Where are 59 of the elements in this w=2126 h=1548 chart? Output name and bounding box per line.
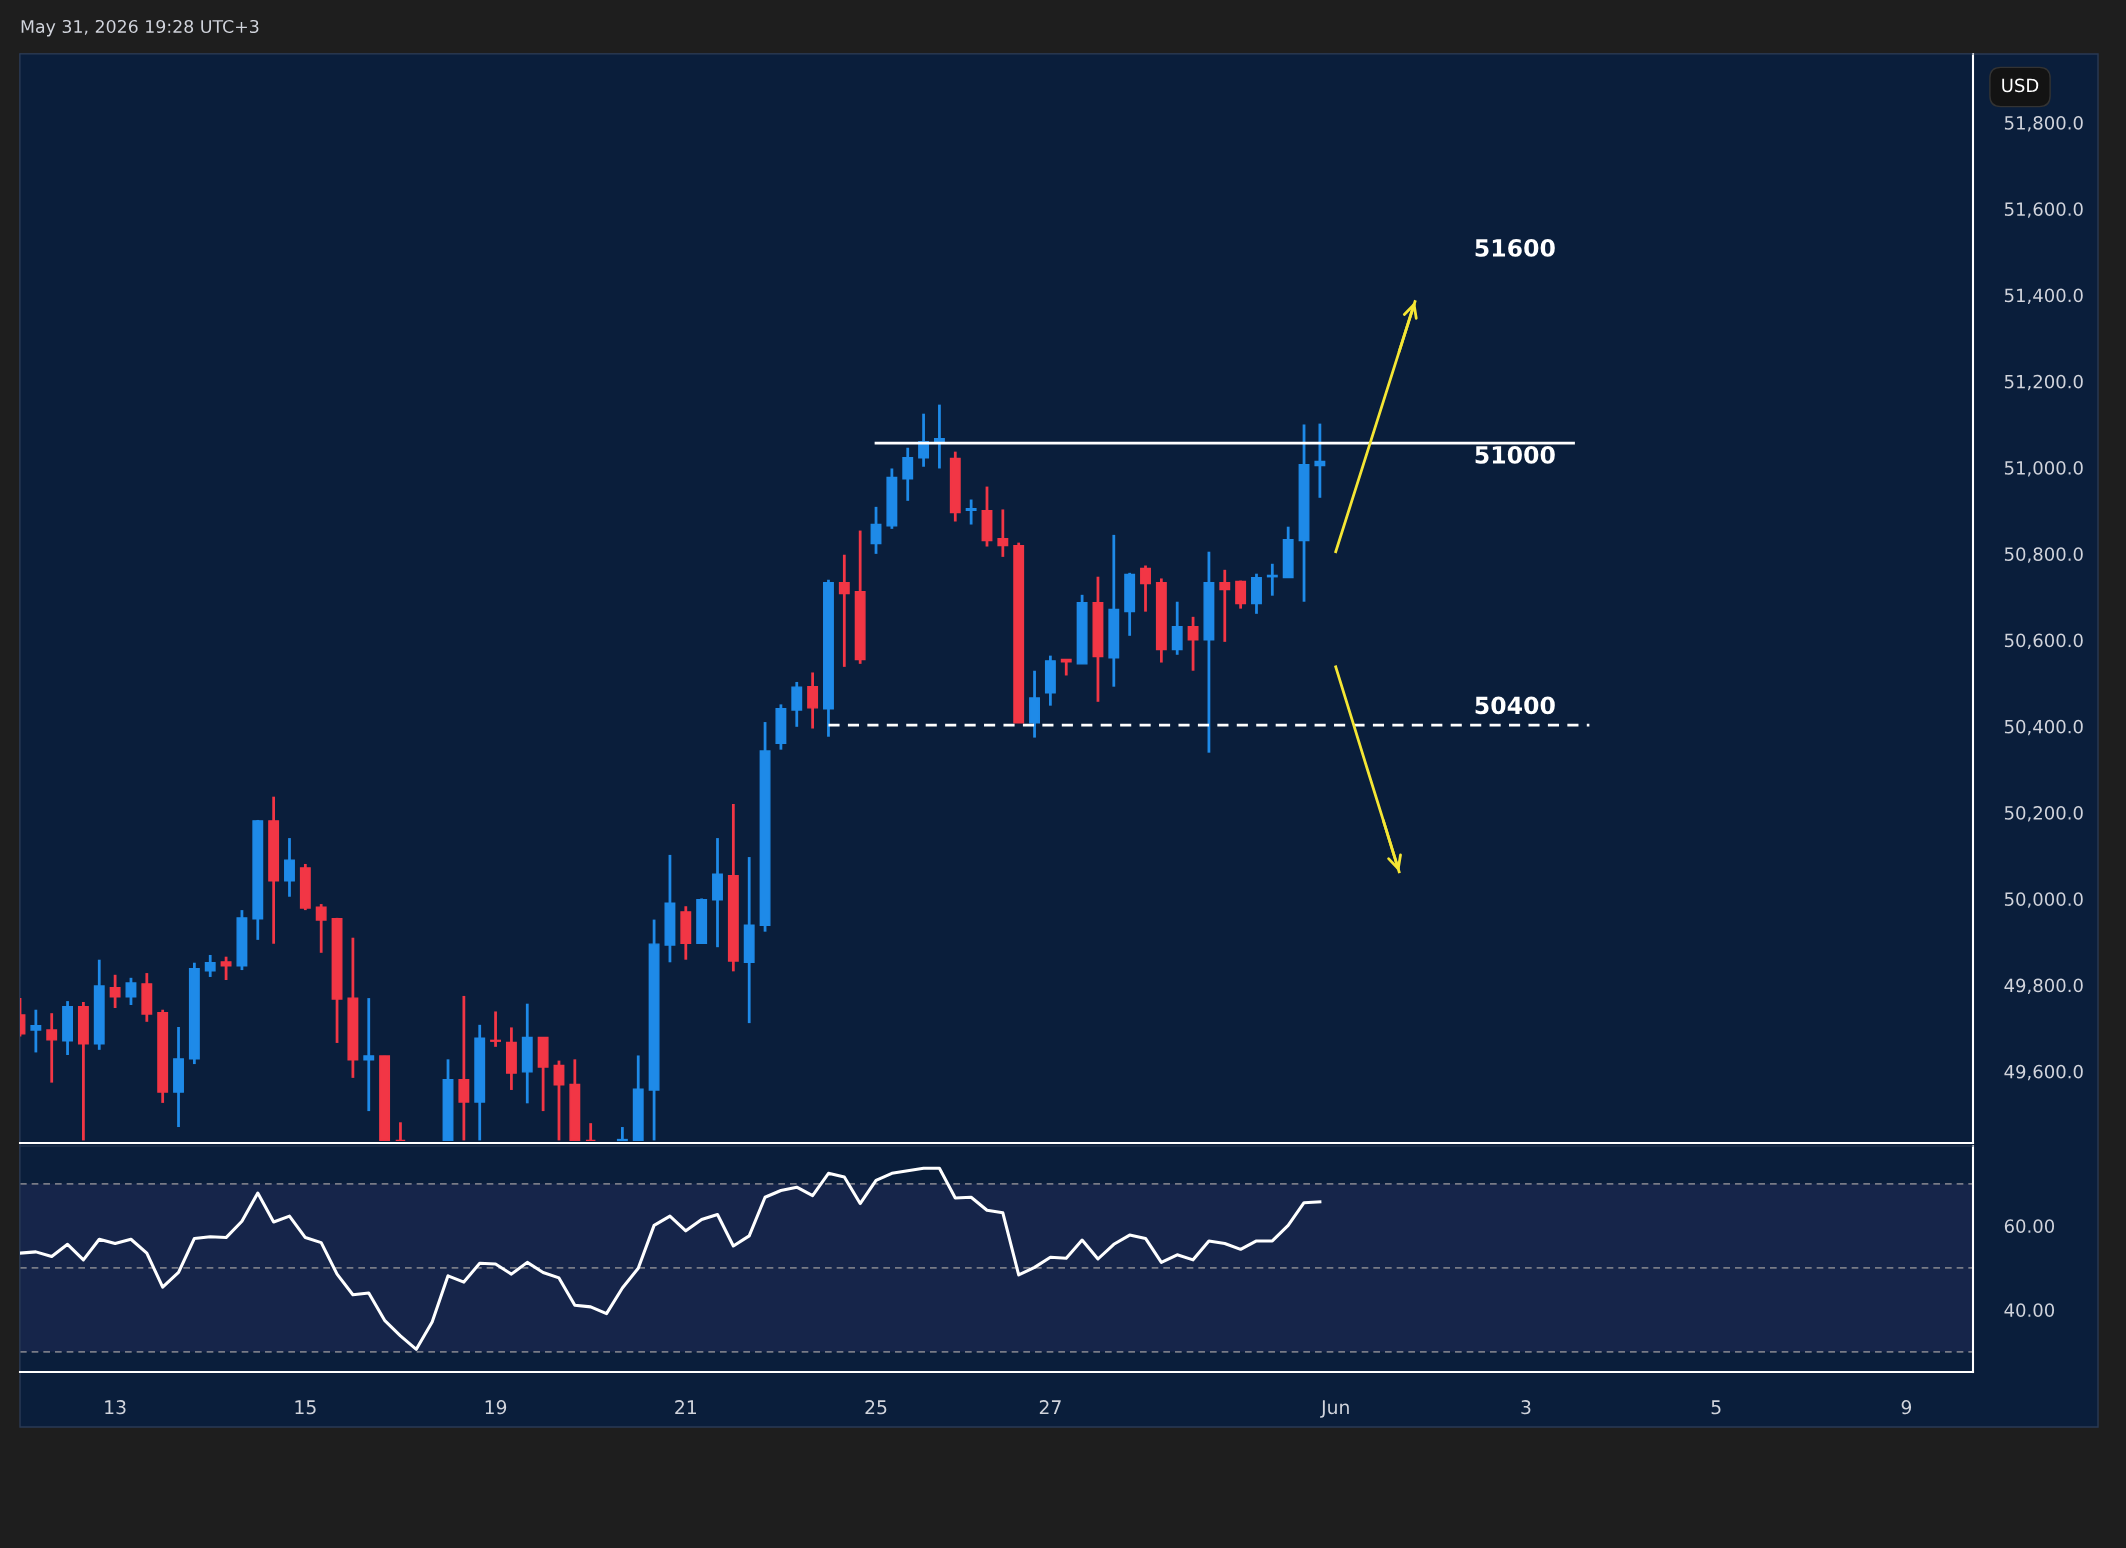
candlestick [490, 1010, 502, 1049]
candlestick [1314, 422, 1326, 500]
candlestick [395, 1120, 406, 1142]
candlestick [1219, 568, 1231, 644]
candlestick [791, 680, 803, 729]
y-tick-label: 50,800.0 [2004, 547, 2083, 563]
candlestick [46, 1011, 58, 1085]
candlestick [30, 1008, 42, 1054]
y-tick-label: 50,000.0 [2004, 892, 2083, 908]
y-tick-label: 51,600.0 [2004, 202, 2083, 218]
candlestick [458, 994, 470, 1142]
y-axis-title: USD [2002, 78, 2039, 93]
x-tick-label: 15 [295, 1400, 316, 1415]
annotation: 50400 [1475, 696, 1555, 715]
candlestick [1235, 579, 1247, 611]
line-series [1334, 665, 1401, 874]
x-tick-label: Jun [1320, 1400, 1349, 1418]
x-tick-label: 13 [105, 1400, 126, 1415]
candlestick [363, 996, 375, 1113]
annotation: 51600 [1475, 239, 1555, 257]
line-series [1334, 300, 1417, 554]
candlestick [315, 902, 327, 955]
candlestick [807, 671, 819, 730]
chart-title: May 31, 2026 19:28 UTC+3 [21, 19, 259, 37]
candlestick [284, 836, 295, 899]
candlestick [965, 498, 977, 526]
x-tick-label: 25 [865, 1400, 887, 1415]
candlestick [838, 553, 850, 669]
y-tick-label: 40.00 [2004, 1303, 2055, 1317]
x-tick-label: 19 [485, 1400, 507, 1415]
y-tick-label: 51,800.0 [2004, 116, 2083, 132]
candlestick [125, 976, 137, 1007]
candlestick [997, 508, 1009, 559]
y-tick-label: 51,400.0 [2004, 288, 2083, 305]
candlestick [1187, 615, 1199, 673]
candlestick [109, 973, 121, 1010]
x-tick-label: 5 [1711, 1400, 1721, 1415]
x-tick-label: 3 [1521, 1400, 1531, 1415]
line-series [20, 1166, 1322, 1351]
candlestick [616, 1125, 628, 1142]
y-tick-label: 51,000.0 [2004, 461, 2083, 477]
candlestick [1140, 564, 1151, 614]
x-tick-label: 27 [1039, 1400, 1061, 1415]
candlestick [1171, 600, 1183, 657]
candlestick [220, 955, 232, 982]
y-tick-label: 50,400.0 [2004, 719, 2083, 736]
y-tick-label: 60.00 [2004, 1219, 2055, 1233]
y-tick-label: 49,600.0 [2004, 1064, 2083, 1081]
candlestick [870, 505, 882, 556]
x-tick-label: 21 [675, 1400, 696, 1415]
y-tick-label: 50,200.0 [2004, 806, 2083, 822]
annotation: 51000 [1475, 445, 1555, 464]
y-tick-label: 49,800.0 [2004, 978, 2083, 995]
candlestick [902, 446, 914, 503]
y-tick-label: 50,600.0 [2004, 633, 2083, 650]
candlestick [204, 953, 216, 979]
y-tick-label: 51,200.0 [2004, 374, 2083, 391]
candlestick [585, 1121, 597, 1142]
x-tick-label: 9 [1901, 1400, 1912, 1415]
